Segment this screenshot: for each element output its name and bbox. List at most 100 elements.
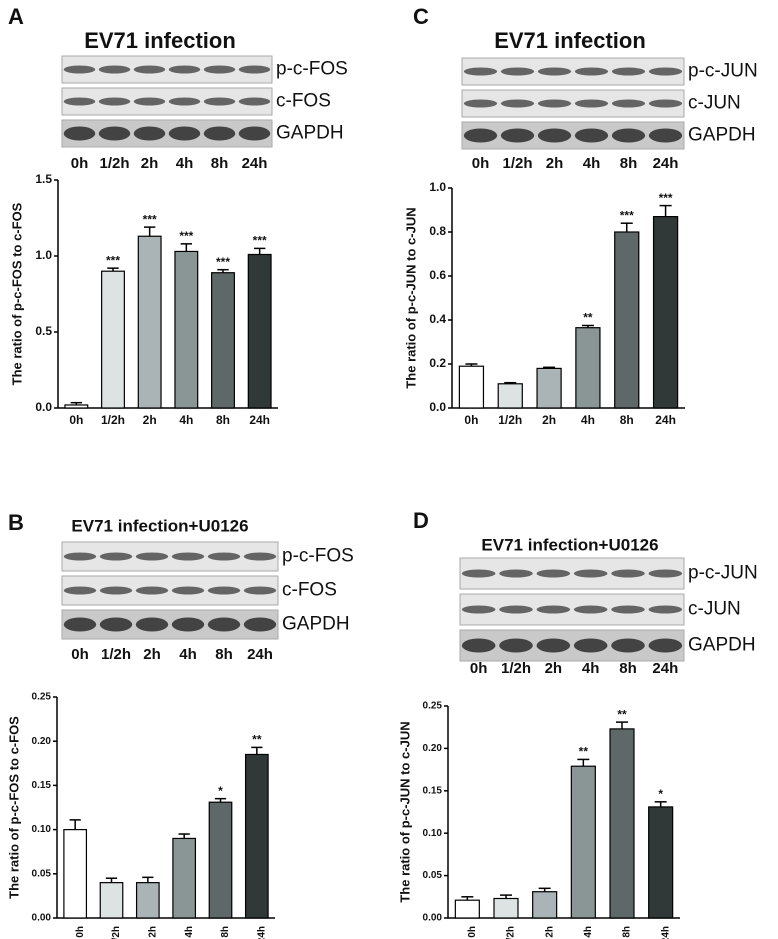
blot-band bbox=[536, 569, 571, 578]
blot-band bbox=[500, 67, 535, 76]
blot-band bbox=[611, 638, 645, 653]
blot-label: p-c-FOS bbox=[282, 546, 354, 567]
x-tick-label: 4h bbox=[184, 926, 195, 938]
significance: *** bbox=[659, 191, 673, 205]
blot-label: p-c-JUN bbox=[688, 563, 758, 584]
blot-band bbox=[98, 65, 131, 74]
blot-label: c-FOS bbox=[282, 580, 337, 601]
significance: * bbox=[218, 784, 223, 798]
lane-label: 24h bbox=[653, 155, 679, 172]
blot-band bbox=[63, 552, 97, 561]
blot-band bbox=[574, 99, 609, 108]
blot-band bbox=[99, 617, 133, 632]
bar bbox=[609, 728, 635, 919]
y-axis-label: The ratio of p-c-JUN to c-JUN bbox=[397, 721, 412, 902]
lane-label: 0h bbox=[470, 660, 488, 677]
blot-band bbox=[611, 569, 645, 578]
x-tick-label: 4h bbox=[581, 413, 595, 427]
significance: *** bbox=[620, 208, 634, 222]
blot-band bbox=[573, 569, 608, 578]
x-tick-label: 4h bbox=[179, 413, 193, 427]
lane-label: 24h bbox=[247, 646, 273, 663]
blot-band bbox=[500, 99, 535, 108]
significance: ** bbox=[617, 707, 627, 721]
blot-band bbox=[463, 99, 498, 108]
bar bbox=[652, 216, 679, 409]
panel-label: C bbox=[413, 4, 429, 29]
y-tick-label: 0.8 bbox=[429, 224, 446, 238]
blot-label: c-JUN bbox=[688, 599, 741, 620]
blot-band bbox=[648, 638, 683, 653]
panel-label: A bbox=[8, 4, 24, 29]
x-tick-label: 8h bbox=[620, 413, 634, 427]
blot-strip bbox=[61, 575, 279, 606]
x-tick-label: 0h bbox=[69, 413, 83, 427]
bar bbox=[536, 367, 562, 409]
y-axis-label: The ratio of p-c-FOS to c-FOS bbox=[6, 716, 21, 899]
blot-band bbox=[207, 586, 241, 595]
significance: * bbox=[658, 787, 663, 801]
lane-label: 4h bbox=[582, 660, 600, 677]
blot-title: EV71 infection+U0126 bbox=[71, 516, 248, 535]
lane-label: 0h bbox=[71, 155, 89, 172]
y-tick-label: 0.25 bbox=[423, 701, 443, 712]
panel-label: D bbox=[413, 508, 429, 533]
bar bbox=[570, 765, 596, 919]
significance: ** bbox=[583, 311, 593, 325]
y-tick-label: 0.10 bbox=[32, 824, 52, 835]
lane-label: 8h bbox=[619, 660, 637, 677]
lane-label: 1/2h bbox=[501, 660, 531, 677]
blot-band bbox=[238, 65, 271, 74]
y-tick-label: 0.0 bbox=[429, 400, 446, 414]
bar bbox=[174, 250, 199, 409]
y-tick-label: 0.05 bbox=[423, 870, 443, 881]
blot-band bbox=[461, 638, 496, 653]
x-tick-label: 4h bbox=[583, 926, 594, 938]
blot-band bbox=[63, 617, 97, 632]
blot-label: GAPDH bbox=[282, 614, 350, 635]
blot-band bbox=[499, 569, 533, 578]
x-tick-label: 1/2h bbox=[498, 413, 522, 427]
blot-label: GAPDH bbox=[688, 635, 756, 656]
bar bbox=[648, 806, 674, 919]
blot-strip bbox=[61, 541, 279, 572]
blot-band bbox=[461, 605, 496, 614]
blot-band bbox=[499, 605, 533, 614]
y-tick-label: 0.5 bbox=[35, 324, 52, 338]
significance: *** bbox=[179, 229, 193, 243]
blot-band bbox=[135, 617, 169, 632]
blot-band bbox=[98, 97, 131, 106]
lane-label: 2h bbox=[141, 155, 159, 172]
x-tick-label: 2h bbox=[544, 926, 555, 938]
blot-title: EV71 infection bbox=[494, 28, 646, 53]
lane-label: 24h bbox=[242, 155, 268, 172]
blot-band bbox=[536, 638, 571, 653]
blot-label: p-c-FOS bbox=[276, 59, 348, 80]
lane-label: 24h bbox=[652, 660, 678, 677]
x-tick-label: 24h bbox=[249, 413, 270, 427]
bar bbox=[575, 327, 601, 409]
x-tick-label: 8h bbox=[220, 926, 231, 938]
blot-band bbox=[243, 617, 277, 632]
bar bbox=[63, 828, 88, 919]
blot-band bbox=[648, 605, 683, 614]
significance: ** bbox=[579, 745, 589, 759]
y-tick-label: 0.05 bbox=[32, 868, 52, 879]
y-tick-label: 0.00 bbox=[423, 913, 443, 924]
blot-band bbox=[133, 97, 166, 106]
blot-band bbox=[238, 97, 271, 106]
y-axis-label: The ratio of p-c-JUN to c-JUN bbox=[403, 207, 418, 388]
blot-band bbox=[63, 586, 97, 595]
blot-band bbox=[537, 128, 572, 143]
bar bbox=[497, 383, 523, 409]
y-tick-label: 0.25 bbox=[32, 692, 52, 703]
blot-strip bbox=[459, 593, 685, 626]
bar bbox=[532, 891, 558, 919]
bar bbox=[99, 882, 124, 919]
blot-label: c-FOS bbox=[276, 91, 331, 112]
blot-band bbox=[574, 67, 609, 76]
blot-strip bbox=[61, 609, 279, 640]
blot-band bbox=[648, 67, 683, 76]
x-tick-label: 1/2h bbox=[111, 926, 122, 939]
